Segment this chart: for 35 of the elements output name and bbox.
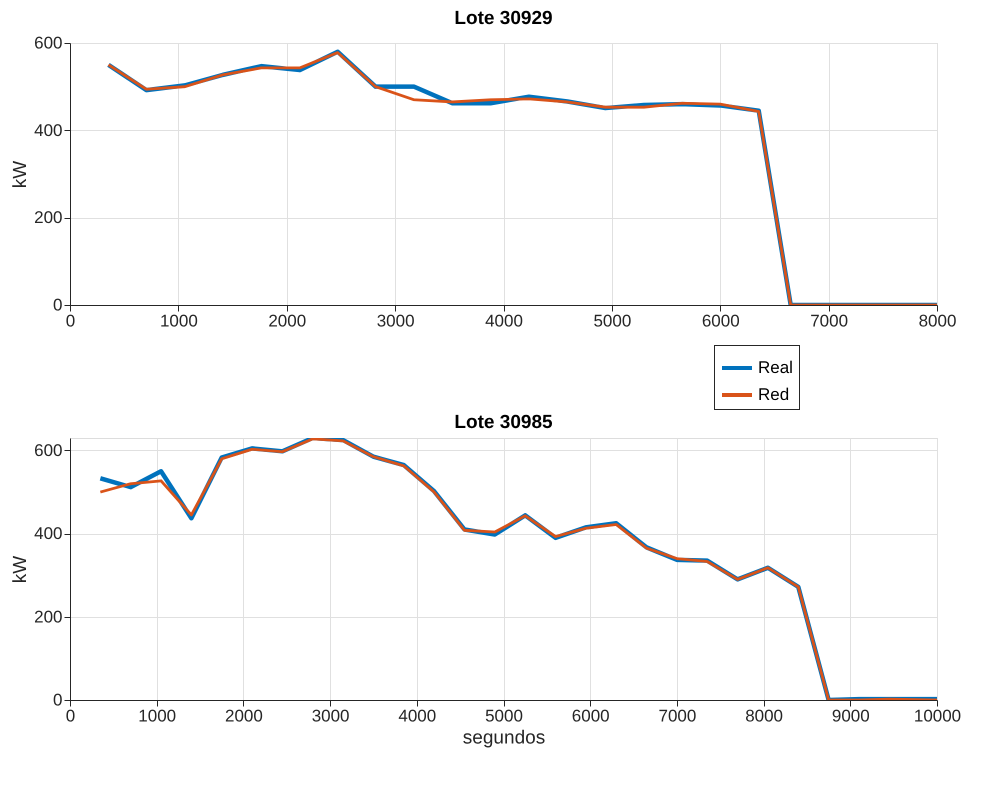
x-tick-label: 9000 xyxy=(832,706,870,726)
x-tick-label: 8000 xyxy=(918,312,956,330)
x-tick-label: 8000 xyxy=(745,706,784,726)
x-tick-label: 7000 xyxy=(810,312,848,330)
x-tick-label: 6000 xyxy=(572,706,610,726)
x-tick-label: 5000 xyxy=(593,312,632,330)
x-tick-label: 2000 xyxy=(268,312,306,330)
y-tick-label: 400 xyxy=(34,120,62,140)
chart-title: Lote 30985 xyxy=(454,412,554,433)
x-tick-label: 10000 xyxy=(914,706,962,726)
y-tick-label: 400 xyxy=(34,524,62,544)
x-tick-label: 3000 xyxy=(376,312,415,330)
y-tick-label: 200 xyxy=(34,607,62,626)
y-tick-label: 0 xyxy=(53,296,62,314)
x-tick-label: 4000 xyxy=(398,706,436,726)
y-axis-title: kW xyxy=(10,160,32,188)
x-tick-label: 0 xyxy=(66,706,76,726)
x-tick-label: 1000 xyxy=(160,312,198,330)
x-tick-label: 7000 xyxy=(658,706,696,726)
x-axis-title: segundos xyxy=(462,728,546,748)
y-tick-label: 0 xyxy=(53,690,62,710)
x-tick-label: 5000 xyxy=(485,706,523,726)
x-tick-label: 3000 xyxy=(312,706,350,726)
y-axis-title: kW xyxy=(10,556,32,584)
y-tick-label: 200 xyxy=(34,208,62,228)
x-tick-label: 0 xyxy=(66,312,76,330)
x-tick-label: 2000 xyxy=(224,706,263,726)
x-tick-label: 6000 xyxy=(702,312,740,330)
x-tick-label: 4000 xyxy=(485,312,523,330)
y-tick-label: 600 xyxy=(34,440,62,460)
legend-label: Red xyxy=(758,385,790,404)
chart-title: Lote 30929 xyxy=(454,8,553,29)
legend-label: Real xyxy=(758,358,793,377)
x-tick-label: 1000 xyxy=(138,706,176,726)
y-tick-label: 600 xyxy=(34,34,62,52)
